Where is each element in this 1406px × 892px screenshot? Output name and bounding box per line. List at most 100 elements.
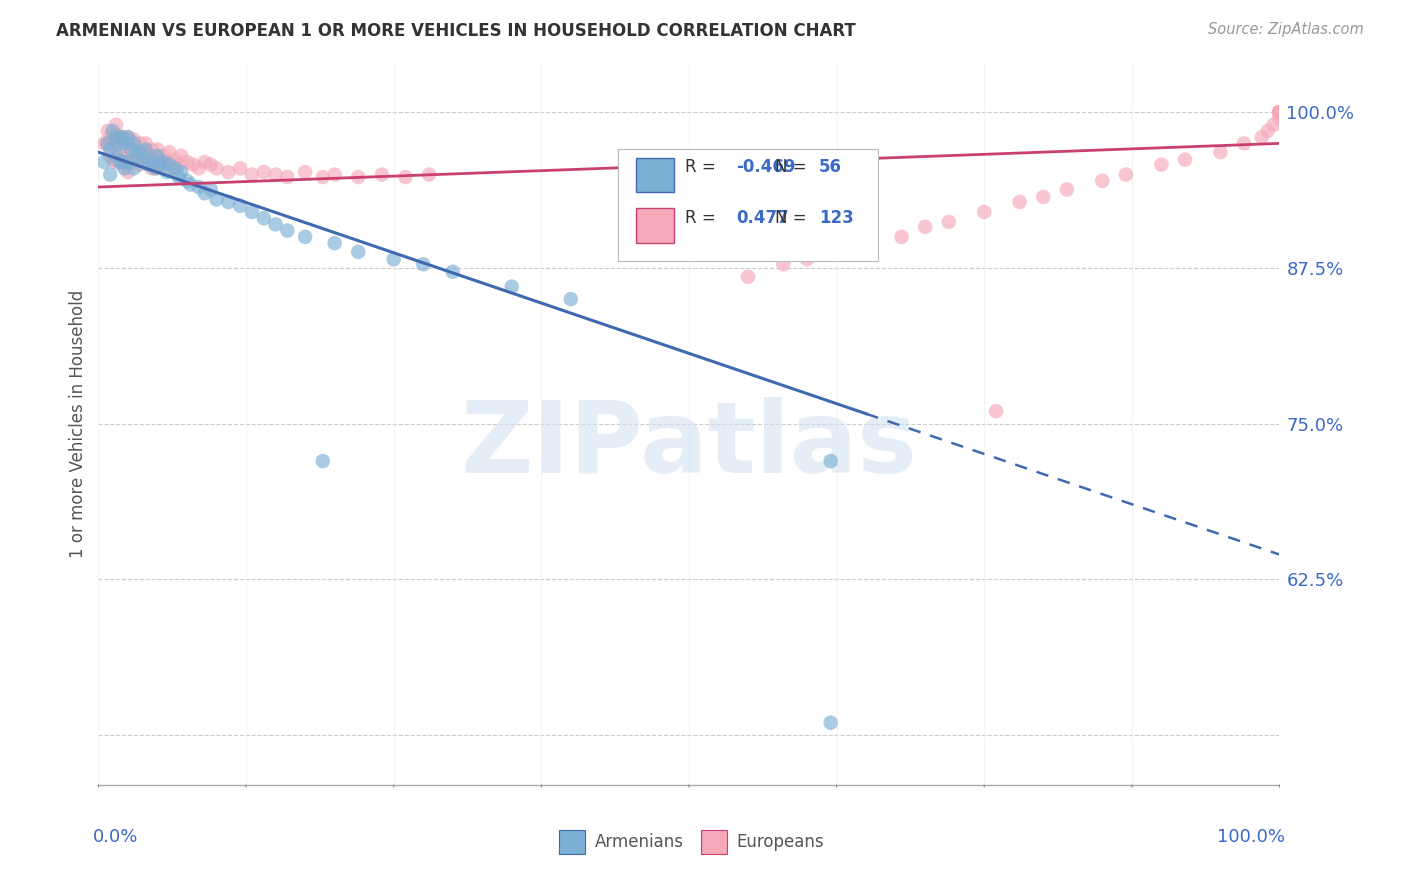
Point <box>412 257 434 271</box>
Point <box>205 161 228 176</box>
Point <box>105 128 128 142</box>
Point <box>1268 105 1291 120</box>
Point <box>146 149 169 163</box>
Text: ARMENIAN VS EUROPEAN 1 OR MORE VEHICLES IN HOUSEHOLD CORRELATION CHART: ARMENIAN VS EUROPEAN 1 OR MORE VEHICLES … <box>56 22 856 40</box>
Point <box>1268 105 1291 120</box>
Point <box>1268 105 1291 120</box>
Point <box>167 169 190 184</box>
Bar <box>700 830 727 854</box>
Point <box>187 161 209 176</box>
Point <box>125 149 148 163</box>
Point <box>128 145 150 160</box>
Point <box>111 155 134 169</box>
Point <box>1091 174 1114 188</box>
Point <box>136 158 159 172</box>
Bar <box>560 830 585 854</box>
Point <box>194 155 217 169</box>
Point <box>149 155 172 169</box>
Point <box>1268 105 1291 120</box>
Point <box>1268 105 1291 120</box>
Point <box>132 145 155 160</box>
Point <box>112 136 135 151</box>
Point <box>1174 153 1197 167</box>
Point <box>276 169 298 184</box>
Point <box>111 130 134 145</box>
Point <box>914 219 936 234</box>
Point <box>200 182 222 196</box>
Point <box>1268 105 1291 120</box>
Point <box>117 165 139 179</box>
Point <box>121 155 143 169</box>
Text: N =: N = <box>775 209 813 227</box>
Point <box>1268 105 1291 120</box>
Point <box>294 165 316 179</box>
Point <box>1268 105 1291 120</box>
Point <box>1032 190 1054 204</box>
Text: 0.0%: 0.0% <box>93 829 138 847</box>
Bar <box>636 209 673 243</box>
Point <box>347 244 370 259</box>
Text: R =: R = <box>685 158 721 177</box>
Point <box>98 168 121 182</box>
Point <box>135 155 157 169</box>
Point <box>1268 105 1291 120</box>
Point <box>240 168 263 182</box>
Point <box>149 158 172 172</box>
Point <box>165 161 187 176</box>
Point <box>136 149 159 163</box>
Point <box>1268 105 1291 120</box>
Point <box>276 224 298 238</box>
Point <box>112 155 135 169</box>
Point <box>1268 105 1291 120</box>
Point <box>146 143 169 157</box>
Point <box>121 143 143 157</box>
Text: Source: ZipAtlas.com: Source: ZipAtlas.com <box>1208 22 1364 37</box>
Point <box>165 153 187 167</box>
Point <box>143 153 166 167</box>
Point <box>973 205 995 219</box>
Point <box>122 133 145 147</box>
Point <box>152 155 174 169</box>
Point <box>146 161 169 176</box>
Point <box>1150 158 1173 172</box>
Point <box>1268 105 1291 120</box>
Point <box>1268 105 1291 120</box>
Point <box>157 145 180 160</box>
Point <box>371 168 394 182</box>
Point <box>240 205 263 219</box>
Point <box>890 230 912 244</box>
Point <box>938 215 960 229</box>
Point <box>96 136 118 151</box>
Point <box>117 130 139 145</box>
Point <box>141 161 163 176</box>
Point <box>111 130 134 145</box>
Point <box>312 169 335 184</box>
Point <box>1268 105 1291 120</box>
Point <box>820 244 842 259</box>
Point <box>1268 105 1291 120</box>
Text: -0.469: -0.469 <box>737 158 796 177</box>
Point <box>101 136 124 151</box>
Point <box>117 149 139 163</box>
Point <box>157 161 180 176</box>
Point <box>1268 105 1291 120</box>
Point <box>101 153 124 167</box>
Point <box>441 265 464 279</box>
Bar <box>636 158 673 193</box>
Point <box>1268 105 1291 120</box>
Point <box>108 149 131 163</box>
Point <box>772 257 794 271</box>
Point <box>105 149 128 163</box>
Point <box>347 169 370 184</box>
Point <box>394 169 416 184</box>
Text: ZIPatlas: ZIPatlas <box>461 397 917 494</box>
Point <box>104 133 127 147</box>
Point <box>1268 105 1291 120</box>
Point <box>128 158 150 172</box>
Point <box>141 153 163 167</box>
Point <box>1115 168 1137 182</box>
Point <box>108 155 131 169</box>
Point <box>122 161 145 176</box>
Point <box>112 161 135 176</box>
Point <box>264 168 287 182</box>
